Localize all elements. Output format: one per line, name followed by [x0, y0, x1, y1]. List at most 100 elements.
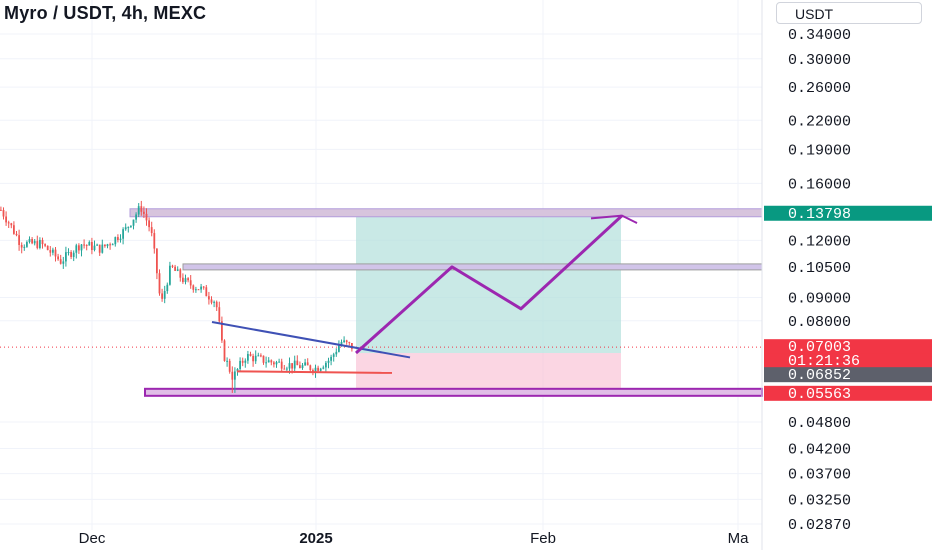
candle-body — [239, 360, 241, 369]
candle-body — [101, 244, 104, 253]
candle-body — [75, 245, 78, 253]
candle-body — [83, 244, 85, 246]
price-badge-label: 0.05563 — [788, 386, 851, 403]
candle-body — [345, 340, 348, 343]
price-badge-bg — [764, 385, 932, 401]
candle-body — [0, 209, 2, 211]
candle-body — [187, 278, 189, 281]
resistance-band-top — [129, 208, 763, 218]
price-badge-label: 01:21:36 — [788, 353, 860, 370]
candle-body — [265, 362, 267, 364]
candle-body — [171, 265, 174, 267]
candle-body — [218, 307, 221, 322]
candle-body — [59, 259, 62, 264]
candle-body — [247, 354, 249, 361]
candle-body — [158, 273, 161, 294]
candle-body — [169, 265, 171, 285]
candle-body — [228, 360, 231, 372]
candle-body — [10, 223, 13, 226]
candle-body — [306, 362, 309, 366]
candle-body — [46, 245, 49, 251]
candle-body — [70, 252, 72, 257]
candle-body — [98, 244, 101, 253]
y-tick-label: 0.30000 — [788, 52, 851, 69]
candle-body — [280, 361, 283, 369]
candle-body — [340, 341, 343, 346]
candle-body — [293, 360, 296, 369]
candle-body — [234, 371, 236, 380]
candle-body — [132, 219, 135, 226]
y-tick-label: 0.26000 — [788, 80, 851, 97]
y-tick-label: 0.02870 — [788, 517, 851, 534]
candle-body — [189, 280, 192, 286]
resistance-band-mid — [182, 263, 763, 271]
candle-body — [291, 363, 293, 369]
y-tick-label: 0.03700 — [788, 467, 851, 484]
candle-body — [174, 266, 176, 271]
candle-body — [91, 242, 93, 251]
price-badge-bg — [764, 353, 932, 369]
support-trendline — [236, 370, 393, 374]
candle-body — [54, 249, 57, 257]
candle-body — [15, 233, 18, 236]
candle-body — [7, 222, 10, 224]
candle-body — [226, 360, 228, 362]
candle-body — [5, 216, 7, 223]
price-badge-label: 0.10500 — [788, 260, 851, 277]
candle-body — [319, 368, 322, 371]
candle-body — [106, 244, 109, 247]
candle-body — [278, 361, 280, 363]
candle-body — [124, 227, 127, 230]
candle-body — [286, 368, 288, 370]
x-tick-label: Ma — [728, 530, 749, 547]
candle-body — [260, 355, 262, 357]
candle-body — [114, 237, 117, 245]
candle-body — [205, 287, 208, 297]
candle-body — [215, 301, 218, 308]
candle-body — [304, 362, 306, 366]
candle-body — [80, 244, 83, 251]
candle-body — [312, 369, 314, 373]
candle-body — [78, 245, 80, 251]
candle-body — [257, 355, 260, 357]
candle-body — [135, 214, 137, 220]
candle-body — [145, 213, 148, 221]
candle-body — [208, 296, 210, 300]
y-tick-label: 0.19000 — [788, 142, 851, 159]
candle-body — [153, 233, 156, 249]
candle-body — [122, 229, 124, 239]
candle-body — [52, 249, 54, 253]
candle-body — [327, 360, 330, 363]
projection-arrowhead — [590, 214, 638, 224]
candle-body — [179, 269, 182, 278]
candle-body — [33, 241, 36, 244]
candle-body — [72, 252, 75, 257]
candle-body — [296, 360, 299, 366]
candle-body — [26, 242, 28, 247]
candle-body — [197, 289, 200, 291]
candle-body — [348, 342, 351, 344]
candle-body — [176, 269, 179, 271]
candle-body — [200, 286, 202, 290]
candle-body — [288, 363, 291, 369]
candle-body — [192, 285, 195, 290]
candle-body — [254, 355, 257, 362]
candle-body — [223, 340, 226, 361]
price-badge-label: 0.06852 — [788, 367, 851, 384]
candle-body — [23, 246, 26, 248]
candle-body — [2, 209, 5, 217]
y-tick-label: 0.22000 — [788, 113, 851, 130]
candle-body — [301, 365, 304, 369]
candle-body — [148, 220, 150, 228]
candle-body — [202, 286, 205, 288]
candle-body — [117, 237, 119, 240]
candle-body — [137, 206, 140, 215]
price-badge-bg — [764, 339, 932, 355]
currency-selector[interactable]: USDT — [776, 2, 922, 24]
candle-body — [283, 368, 286, 370]
candle-body — [351, 342, 353, 349]
y-tick-label: 0.03250 — [788, 492, 851, 509]
candle-body — [13, 225, 15, 234]
candle-body — [31, 239, 33, 244]
